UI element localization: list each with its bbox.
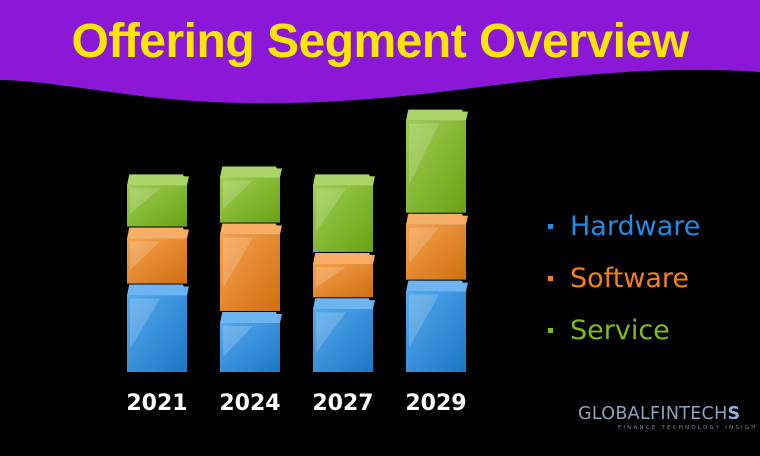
banner-wave <box>0 0 760 104</box>
stacked-bar-chart: 2021 2024 2027 2029 <box>126 109 468 416</box>
legend-item-hardware: Hardware <box>548 200 700 252</box>
bar-segment-service-2029 <box>406 109 468 213</box>
chart-legend: Hardware Software Service <box>548 200 700 356</box>
legend-label: Hardware <box>570 210 701 242</box>
bar-segment-service-2027 <box>313 174 375 252</box>
bar-segment-hardware-2029 <box>406 280 468 372</box>
bar-segment-hardware-2024 <box>220 312 282 372</box>
bar-segment-hardware-2027 <box>313 298 375 372</box>
legend-label: Service <box>570 314 670 346</box>
bar-segment-software-2029 <box>406 213 468 280</box>
bar-segment-service-2021 <box>127 174 189 227</box>
legend-bullet-icon <box>548 327 553 333</box>
bar-segment-hardware-2021 <box>127 284 189 372</box>
bar-segment-software-2027 <box>313 252 375 298</box>
brand-logo: GLOBALFINTECHS FINANCE TECHNOLOGY INSIGH <box>578 404 758 431</box>
legend-item-software: Software <box>548 252 700 304</box>
x-tick-label-2029: 2029 <box>405 391 466 416</box>
bar-segment-software-2021 <box>127 227 189 284</box>
bar-segment-service-2024 <box>220 166 282 223</box>
legend-bullet-icon <box>548 223 553 229</box>
header-banner <box>0 0 760 104</box>
x-tick-label-2024: 2024 <box>219 391 280 416</box>
bar-segment-software-2024 <box>220 223 282 311</box>
x-tick-label-2021: 2021 <box>126 391 187 416</box>
legend-bullet-icon <box>548 275 553 281</box>
legend-item-service: Service <box>548 304 700 356</box>
chart-title: Offering Segment Overview <box>71 15 689 68</box>
legend-label: Software <box>570 262 690 294</box>
x-tick-label-2027: 2027 <box>312 391 373 416</box>
